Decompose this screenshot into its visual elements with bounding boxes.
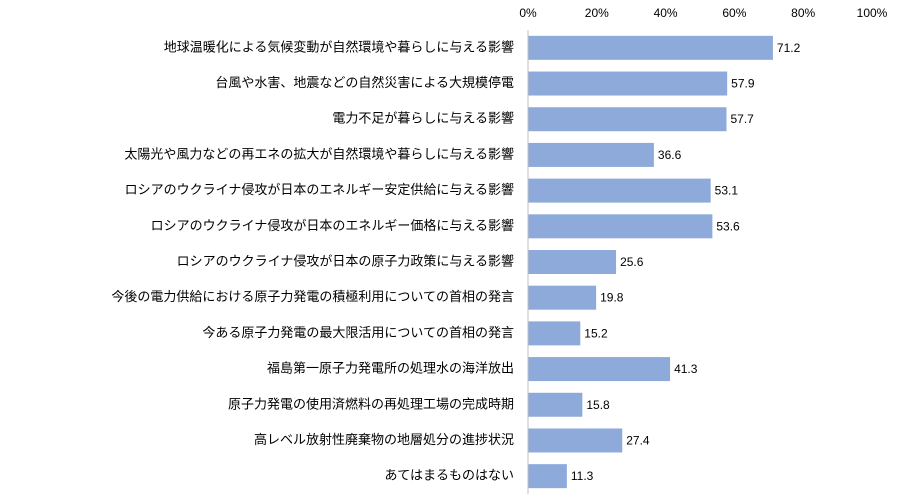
category-label: 太陽光や風力などの再エネの拡大が自然環境や暮らしに与える影響 (124, 146, 514, 162)
bar (528, 35, 773, 60)
category-label: ロシアのウクライナ侵攻が日本のエネルギー安定供給に与える影響 (125, 182, 514, 198)
data-label: 15.8 (586, 398, 610, 412)
category-label: ロシアのウクライナ侵攻が日本の原子力政策に与える影響 (177, 254, 514, 270)
category-label: 地球温暖化による気候変動が自然環境や暮らしに与える影響 (164, 39, 514, 55)
data-label: 15.2 (584, 326, 608, 340)
bar (528, 357, 671, 382)
x-tick-label: 20% (585, 6, 609, 20)
bar (528, 250, 617, 274)
data-labels: 71.2 57.9 57.7 36.6 53.1 53.6 25.6 19.8 15.2 41.3… (571, 41, 801, 483)
category-label: 電力不足が暮らしに与える影響 (332, 111, 514, 127)
x-axis-ticks: 0% 20% 40% 60% 80% 100% (519, 6, 887, 20)
data-label: 11.3 (571, 469, 594, 483)
bar (528, 285, 597, 310)
bar (528, 71, 728, 96)
x-tick-label: 0% (519, 6, 537, 20)
data-label: 57.7 (730, 112, 754, 126)
bar (528, 107, 727, 132)
x-tick-label: 80% (791, 6, 815, 20)
category-label: 今後の電力供給における原子力発電の積極利用についての首相の発言 (111, 289, 514, 305)
data-label: 36.6 (658, 148, 682, 162)
x-tick-label: 40% (654, 6, 678, 20)
bar (528, 428, 623, 453)
x-tick-label: 60% (722, 6, 746, 20)
bar (528, 178, 711, 203)
category-labels: 地球温暖化による気候変動が自然環境や暮らしに与える影響台風や水害、地震などの自然… (111, 39, 514, 483)
category-label: あてはまるものはない (385, 469, 514, 484)
data-label: 25.6 (620, 255, 644, 269)
bar (528, 321, 581, 346)
data-label: 41.3 (674, 362, 698, 376)
category-label: 台風や水害、地震などの自然災害による大規模停電 (215, 75, 514, 91)
data-label: 71.2 (777, 41, 801, 55)
data-label: 19.8 (600, 291, 624, 305)
bar (528, 392, 583, 417)
category-label: 今ある原子力発電の最大限活用についての首相の発言 (202, 325, 514, 341)
category-label: ロシアのウクライナ侵攻が日本のエネルギー価格に与える影響 (151, 218, 514, 234)
data-label: 27.4 (626, 433, 650, 447)
category-label: 福島第一原子力発電所の処理水の海洋放出 (267, 362, 514, 377)
data-label: 57.9 (731, 77, 755, 91)
category-label: 高レベル放射性廃棄物の地層処分の進捗状況 (254, 432, 514, 448)
data-label: 53.6 (716, 219, 740, 233)
bar (528, 214, 713, 239)
category-label: 原子力発電の使用済燃料の再処理工場の完成時期 (228, 396, 514, 412)
bar (528, 464, 567, 489)
bars (528, 35, 773, 489)
data-label: 53.1 (715, 184, 739, 198)
x-tick-label: 100% (857, 6, 888, 20)
bar (528, 142, 654, 167)
